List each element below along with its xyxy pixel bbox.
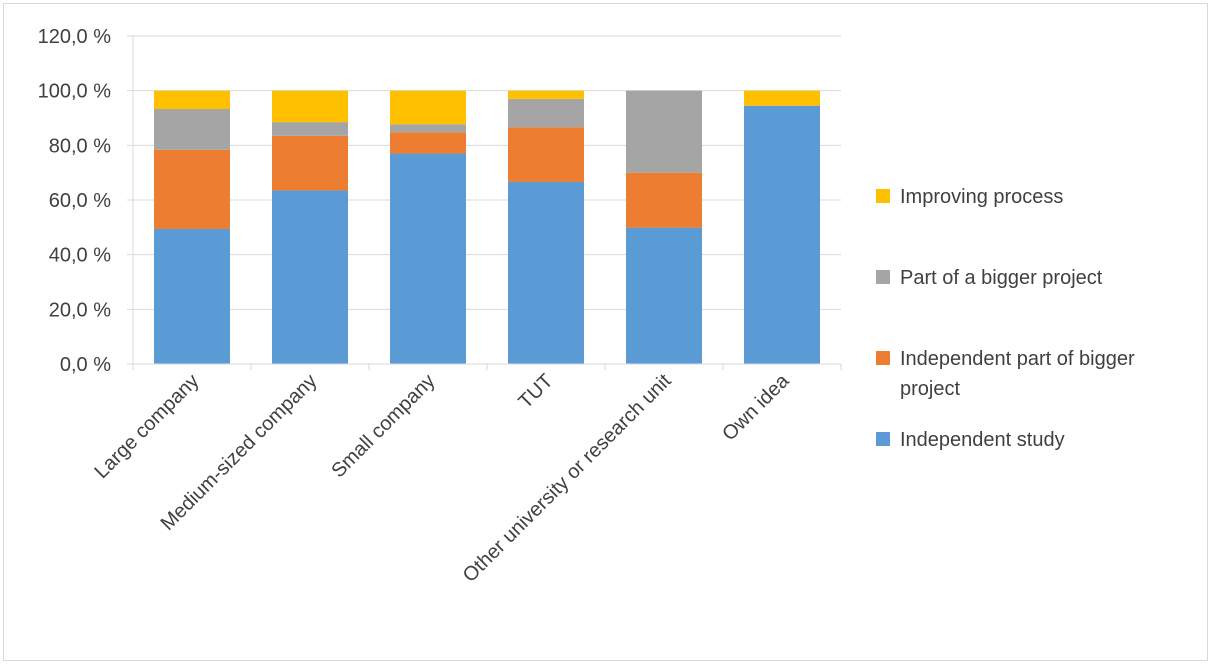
legend-label: Independent study bbox=[900, 429, 1065, 451]
bar-segment bbox=[390, 124, 466, 133]
legend-label: Part of a bigger project bbox=[900, 267, 1103, 289]
bar-segment bbox=[508, 127, 584, 182]
bar-segment bbox=[390, 90, 466, 125]
bar-segment bbox=[508, 90, 584, 99]
bar-segment bbox=[508, 181, 584, 364]
bar-segment bbox=[272, 190, 348, 364]
bar-segment bbox=[272, 135, 348, 191]
bar-segment bbox=[272, 90, 348, 123]
bar-segment bbox=[626, 227, 702, 364]
y-tick-label: 20,0 % bbox=[49, 299, 111, 321]
legend-label: Improving process bbox=[900, 186, 1063, 208]
bar-segment bbox=[390, 132, 466, 154]
bar-segment bbox=[744, 105, 820, 364]
y-tick-label: 40,0 % bbox=[49, 245, 111, 267]
x-tick-label: Own idea bbox=[718, 369, 794, 445]
y-tick-label: 120,0 % bbox=[38, 26, 112, 48]
legend-label: project bbox=[900, 378, 960, 400]
x-tick-label: TUT bbox=[514, 370, 557, 413]
y-tick-label: 80,0 % bbox=[49, 135, 111, 157]
legend-swatch bbox=[876, 270, 890, 284]
y-tick-label: 100,0 % bbox=[38, 81, 112, 103]
legend-swatch bbox=[876, 351, 890, 365]
bar-segment bbox=[626, 172, 702, 228]
y-tick-label: 60,0 % bbox=[49, 190, 111, 212]
legend-swatch bbox=[876, 432, 890, 446]
legend-label: Independent part of bigger bbox=[900, 348, 1135, 370]
legend-swatch bbox=[876, 189, 890, 203]
bar-segment bbox=[154, 228, 230, 364]
bar-segment bbox=[154, 149, 230, 229]
y-tick-label: 0,0 % bbox=[60, 354, 111, 376]
x-tick-label: Large company bbox=[90, 370, 203, 483]
bar-segment bbox=[154, 108, 230, 150]
bar-segment bbox=[626, 90, 702, 173]
bar-segment bbox=[508, 98, 584, 128]
bar-segment bbox=[272, 122, 348, 136]
x-tick-label: Other university or research unit bbox=[459, 370, 676, 587]
bar-segment bbox=[390, 153, 466, 364]
bar-segment bbox=[154, 90, 230, 109]
gridlines bbox=[133, 35, 841, 310]
x-tick-label: Small company bbox=[327, 370, 439, 482]
bar-segment bbox=[744, 90, 820, 106]
